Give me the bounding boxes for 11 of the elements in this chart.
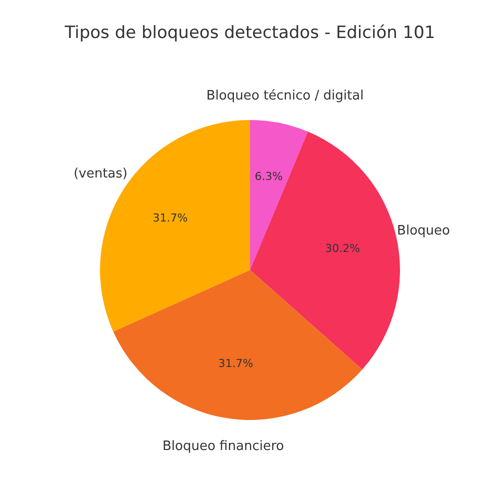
data-label: 31.7% — [218, 356, 254, 370]
pie-slice — [250, 120, 308, 270]
data-label: 6.3% — [254, 170, 283, 183]
slice-label: (ventas) — [74, 166, 128, 182]
pie-slice — [113, 270, 362, 420]
slice-label: Bloqueo — [397, 223, 450, 238]
chart-title: Tipos de bloqueos detectados - Edición 101 — [64, 23, 436, 43]
data-label: 31.7% — [152, 211, 188, 224]
slice-label: Bloqueo financiero — [162, 438, 284, 454]
data-label: 30.2% — [325, 242, 360, 255]
slice-label: Bloqueo técnico / digital — [206, 88, 364, 104]
